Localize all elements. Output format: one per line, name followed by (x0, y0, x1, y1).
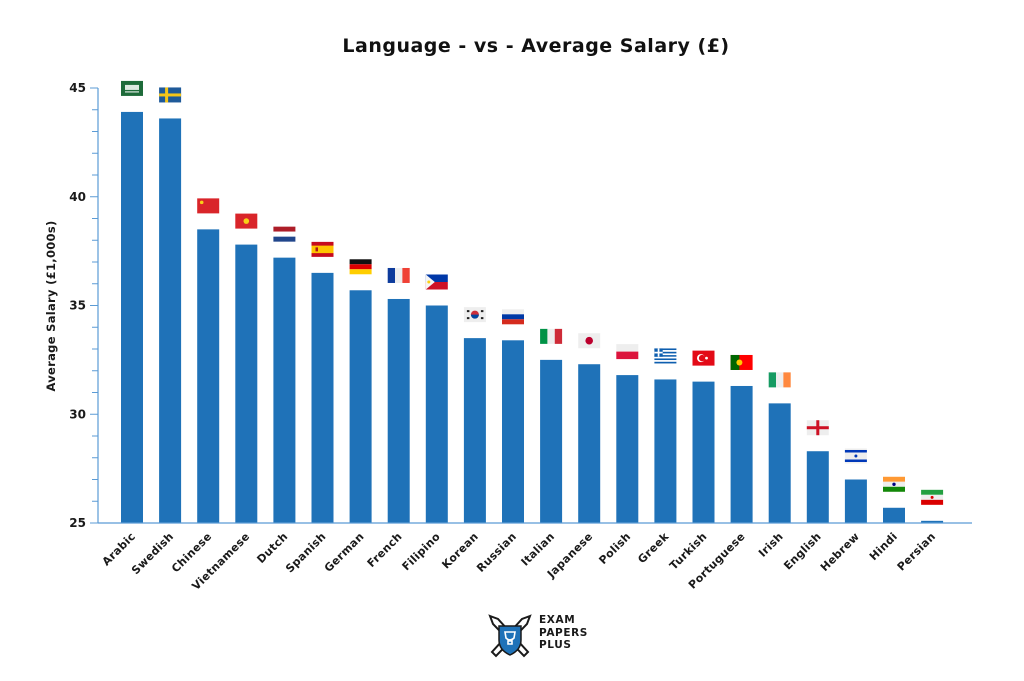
saudi-arabia-flag-icon (121, 80, 143, 96)
bar-dutch (273, 257, 296, 523)
bar-french (387, 298, 410, 523)
bar-arabic (121, 111, 143, 524)
y-tick-label: 25 (69, 516, 86, 530)
philippines-flag-icon (425, 274, 448, 290)
bar-german (349, 290, 372, 523)
bar-polish (616, 375, 639, 523)
chart-title: Language - vs - Average Salary (£) (342, 35, 729, 57)
portugal-flag-icon (730, 354, 753, 370)
bar-korean (463, 338, 486, 523)
logo-text: EXAM PAPERS PLUS (539, 614, 588, 652)
bar-russian (502, 340, 524, 523)
logo-line-1: EXAM (539, 614, 576, 626)
bar-japanese (578, 364, 601, 523)
greece-flag-icon (654, 348, 677, 364)
england-flag-icon (806, 420, 829, 436)
israel-flag-icon (844, 448, 867, 464)
bar-english (806, 451, 829, 523)
bar-vietnamese (235, 244, 258, 523)
bar-irish (768, 403, 791, 523)
sweden-flag-icon (159, 87, 182, 103)
pens-shield-trophy-icon (488, 614, 532, 658)
x-tick-label: Dutch (254, 530, 290, 566)
flags-group (121, 80, 944, 505)
bar-spanish (311, 272, 334, 523)
y-axis-label: Average Salary (£1,000s) (44, 220, 58, 391)
bar-portuguese (730, 385, 753, 523)
exam-papers-plus-logo: EXAM PAPERS PLUS (484, 610, 594, 662)
italy-flag-icon (540, 328, 563, 344)
bars-group (121, 111, 944, 524)
ireland-flag-icon (768, 372, 791, 388)
spain-flag-icon (311, 241, 334, 257)
y-tick-label: 45 (69, 81, 86, 95)
france-flag-icon (387, 267, 410, 283)
russia-flag-icon (502, 309, 524, 325)
y-tick-label: 40 (69, 190, 86, 204)
y-tick-label: 35 (69, 299, 86, 313)
turkey-flag-icon (692, 350, 715, 366)
south-korea-flag-icon (463, 307, 486, 323)
netherlands-flag-icon (273, 226, 296, 242)
japan-flag-icon (578, 333, 601, 349)
bar-hindi (883, 507, 905, 523)
x-tick-label: Filipino (400, 530, 443, 573)
bar-italian (540, 359, 563, 523)
x-tick-label: English (781, 530, 824, 573)
x-tick-label: Polish (596, 530, 633, 567)
china-flag-icon (197, 198, 220, 214)
vietnam-flag-icon (235, 213, 258, 229)
x-tick-label: Hebrew (818, 530, 862, 574)
x-tick-label: Spanish (283, 530, 328, 575)
bar-filipino (425, 305, 448, 523)
bar-turkish (692, 381, 715, 523)
x-tick-label: German (322, 530, 367, 575)
bar-persian (921, 520, 944, 523)
germany-flag-icon (349, 259, 372, 275)
y-tick-label: 30 (69, 407, 86, 421)
bar-swedish (159, 118, 182, 523)
iran-flag-icon (921, 489, 944, 505)
x-tick-label: Irish (756, 530, 786, 560)
x-tick-label: Arabic (100, 530, 138, 568)
y-axis: 25 30 35 40 45 (69, 81, 99, 530)
logo-line-3: PLUS (539, 639, 572, 651)
logo-line-2: PAPERS (539, 626, 588, 639)
bar-hebrew (844, 479, 867, 523)
india-flag-icon (883, 476, 905, 492)
bar-chinese (197, 229, 220, 523)
x-tick-label: Swedish (129, 530, 176, 577)
x-tick-label: Russian (474, 530, 519, 575)
poland-flag-icon (616, 344, 639, 360)
x-tick-label: Italian (519, 530, 558, 569)
x-tick-label: Hindi (867, 530, 900, 563)
bar-greek (654, 379, 677, 523)
x-tick-label: Greek (635, 530, 671, 566)
x-tick-label: Persian (895, 530, 939, 574)
